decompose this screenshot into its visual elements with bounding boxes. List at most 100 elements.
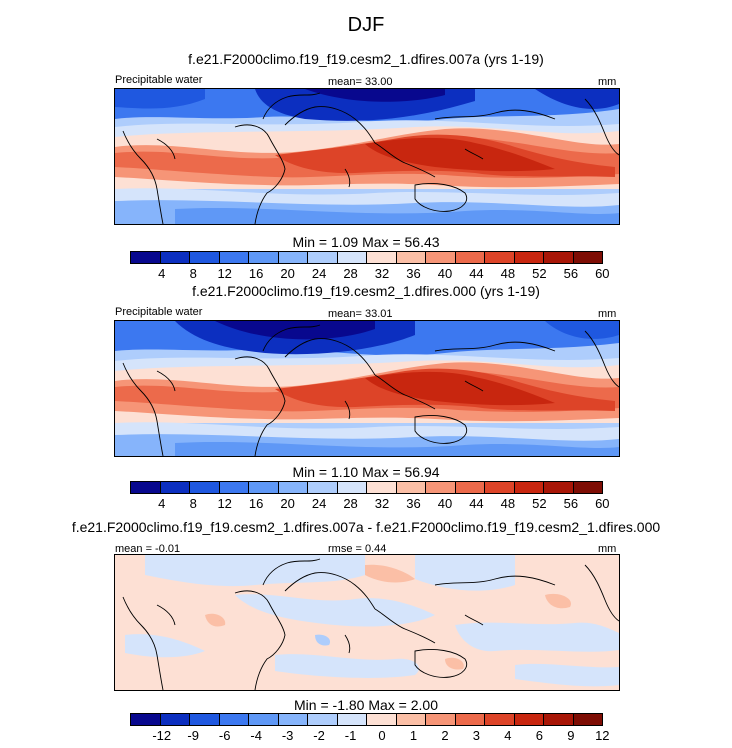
colorbar-1 bbox=[130, 251, 603, 264]
colorbar-swatch bbox=[249, 252, 279, 263]
colorbar-tick-label: 20 bbox=[280, 496, 295, 511]
panel3-mean-label: mean = -0.01 bbox=[115, 543, 181, 555]
colorbar-swatch bbox=[131, 714, 161, 725]
colorbar-tick-label: 16 bbox=[248, 266, 264, 281]
panel1-mean-label: mean= 33.00 bbox=[328, 76, 393, 88]
colorbar-swatch bbox=[514, 252, 544, 263]
colorbar-swatch bbox=[367, 482, 397, 493]
colorbar-swatch bbox=[367, 714, 397, 725]
colorbar-swatch bbox=[426, 482, 456, 493]
colorbar-swatch bbox=[308, 714, 338, 725]
colorbar-swatch bbox=[396, 252, 426, 263]
colorbar-swatch bbox=[249, 482, 279, 493]
colorbar-tick-label: 52 bbox=[532, 496, 547, 511]
colorbar-swatch bbox=[131, 252, 161, 263]
panel2-minmax: Min = 1.10 Max = 56.94 bbox=[292, 464, 440, 480]
colorbar-tick-label: 3 bbox=[472, 728, 481, 743]
colorbar-tick-label: 20 bbox=[280, 266, 295, 281]
colorbar-swatch bbox=[337, 482, 367, 493]
colorbar-tick-label: 60 bbox=[595, 496, 610, 511]
colorbar-tick-label: 24 bbox=[311, 266, 327, 281]
colorbar-tick-label: 44 bbox=[469, 266, 484, 281]
colorbar-tick-label: 44 bbox=[469, 496, 484, 511]
colorbar-tick-label: -2 bbox=[313, 728, 325, 743]
panel1-units-label: mm bbox=[598, 76, 617, 88]
colorbar-swatch bbox=[190, 252, 220, 263]
colorbar-tick-label: 12 bbox=[595, 728, 610, 743]
panel2-subtitle: f.e21.F2000climo.f19_f19.cesm2_1.dfires.… bbox=[192, 283, 540, 299]
colorbar-swatch bbox=[573, 252, 602, 263]
panel2-units-label: mm bbox=[598, 308, 617, 320]
colorbar-swatch bbox=[455, 714, 485, 725]
colorbar-tick-label: -9 bbox=[187, 728, 199, 743]
colorbar-swatch bbox=[308, 252, 338, 263]
colorbar-swatch bbox=[426, 714, 456, 725]
colorbar-tick-label: 36 bbox=[406, 496, 421, 511]
colorbar-tick-label: 9 bbox=[567, 728, 575, 743]
colorbar-tick-label: 28 bbox=[343, 266, 358, 281]
colorbar-tick-label: 1 bbox=[409, 728, 418, 743]
panel3-subtitle: f.e21.F2000climo.f19_f19.cesm2_1.dfires.… bbox=[71, 519, 661, 535]
panel3-minmax: Min = -1.80 Max = 2.00 bbox=[294, 697, 438, 713]
colorbar-swatch bbox=[367, 252, 397, 263]
colorbar-swatch bbox=[160, 252, 190, 263]
colorbar-3-ticks: -12 -9 -6 -4 -3 -2 -1 0 1 2 3 4 6 9 12 bbox=[146, 728, 618, 743]
colorbar-swatch bbox=[249, 714, 279, 725]
colorbar-tick-label: -3 bbox=[281, 728, 294, 743]
colorbar-tick-label: 40 bbox=[437, 266, 453, 281]
colorbar-swatch bbox=[485, 714, 515, 725]
figure-title: DJF bbox=[347, 14, 385, 36]
colorbar-swatch bbox=[337, 252, 367, 263]
colorbar-swatch bbox=[278, 482, 308, 493]
colorbar-swatch bbox=[278, 252, 308, 263]
colorbar-swatch bbox=[455, 482, 485, 493]
colorbar-tick-label: 2 bbox=[441, 728, 449, 743]
colorbar-tick-label: 48 bbox=[500, 266, 516, 281]
colorbar-swatch bbox=[544, 252, 574, 263]
colorbar-tick-label: 8 bbox=[189, 496, 197, 511]
colorbar-swatch bbox=[219, 714, 249, 725]
colorbar-3 bbox=[130, 713, 603, 726]
colorbar-swatch bbox=[219, 482, 249, 493]
colorbar-swatch bbox=[190, 714, 220, 725]
panel3-map bbox=[114, 554, 620, 691]
colorbar-tick-label: -4 bbox=[250, 728, 262, 743]
colorbar-tick-label: 16 bbox=[248, 496, 264, 511]
colorbar-tick-label: 4 bbox=[158, 266, 166, 281]
colorbar-swatch bbox=[278, 714, 308, 725]
colorbar-swatch bbox=[131, 482, 161, 493]
panel2-field bbox=[115, 321, 619, 456]
panel2-variable-label: Precipitable water bbox=[115, 306, 203, 318]
colorbar-1-ticks: 4 8 12 16 20 24 28 32 36 40 44 48 52 56 60 bbox=[146, 266, 618, 281]
colorbar-swatch bbox=[190, 482, 220, 493]
colorbar-tick-label: -12 bbox=[152, 728, 172, 743]
colorbar-swatch bbox=[426, 252, 456, 263]
colorbar-tick-label: 48 bbox=[500, 496, 516, 511]
panel3-field bbox=[115, 555, 619, 690]
colorbar-tick-label: -6 bbox=[218, 728, 231, 743]
colorbar-swatch bbox=[514, 482, 544, 493]
colorbar-tick-label: 40 bbox=[437, 496, 453, 511]
panel2-map bbox=[114, 320, 620, 457]
colorbar-tick-label: 6 bbox=[535, 728, 543, 743]
panel3-rmse-label: rmse = 0.44 bbox=[328, 543, 387, 555]
colorbar-swatch bbox=[308, 482, 338, 493]
colorbar-tick-label: -1 bbox=[344, 728, 357, 743]
colorbar-tick-label: 28 bbox=[343, 496, 358, 511]
colorbar-swatch bbox=[573, 714, 602, 725]
colorbar-swatch bbox=[544, 482, 574, 493]
colorbar-tick-label: 8 bbox=[189, 266, 197, 281]
colorbar-swatch bbox=[544, 714, 574, 725]
colorbar-tick-label: 36 bbox=[406, 266, 421, 281]
colorbar-2 bbox=[130, 481, 603, 494]
colorbar-tick-label: 0 bbox=[378, 728, 386, 743]
colorbar-swatch bbox=[573, 482, 602, 493]
colorbar-tick-label: 32 bbox=[374, 266, 390, 281]
colorbar-swatch bbox=[160, 482, 190, 493]
colorbar-tick-label: 4 bbox=[158, 496, 166, 511]
colorbar-swatch bbox=[396, 482, 426, 493]
colorbar-tick-label: 4 bbox=[504, 728, 512, 743]
panel2-mean-label: mean= 33.01 bbox=[328, 308, 393, 320]
colorbar-tick-label: 52 bbox=[532, 266, 547, 281]
colorbar-swatch bbox=[396, 714, 426, 725]
